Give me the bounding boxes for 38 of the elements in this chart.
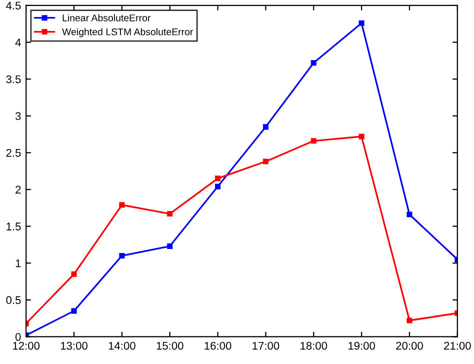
x-tick-label: 13:00 — [60, 342, 88, 350]
x-tick-label: 16:00 — [204, 342, 232, 350]
point — [167, 210, 173, 217]
point — [215, 184, 221, 190]
y-tick-label: 3.5 — [6, 75, 21, 84]
point — [310, 138, 316, 144]
x-tick-label: 17:00 — [252, 342, 280, 350]
y-tick-label: 1.5 — [6, 222, 21, 230]
point — [358, 134, 364, 140]
x-tick-label: 18:00 — [300, 342, 328, 350]
legend-label: Linear AbsoluteError — [62, 14, 151, 22]
y-tick-label: 3 — [15, 112, 21, 120]
y-tick-label: 4 — [15, 38, 21, 46]
y-tick-label: 0 — [15, 332, 21, 341]
point — [71, 271, 77, 277]
point — [406, 212, 412, 218]
x-tick-label: 20:00 — [396, 342, 423, 350]
point — [71, 308, 77, 314]
y-tick-label: 4.5 — [6, 2, 21, 10]
y-tick-label: 0.5 — [6, 296, 21, 304]
x-tick-label: 21:00 — [444, 342, 471, 350]
point — [119, 202, 125, 208]
x-tick-label: 19:00 — [348, 342, 376, 350]
y-tick-label: 2 — [16, 186, 21, 194]
point — [119, 252, 125, 259]
point — [358, 20, 364, 26]
point — [215, 176, 221, 182]
x-tick-label: 14:00 — [108, 342, 136, 350]
y-tick-label: 2.5 — [6, 148, 21, 157]
legend-label: Weighted LSTM AbsoluteError — [62, 28, 194, 38]
x-tick-label: 15:00 — [156, 342, 184, 350]
point — [262, 158, 268, 164]
point — [310, 60, 316, 66]
point — [406, 318, 412, 324]
y-tick-label: 1 — [16, 259, 21, 268]
x-tick-label: 12:00 — [13, 342, 40, 350]
point — [167, 243, 173, 249]
point — [262, 124, 268, 130]
